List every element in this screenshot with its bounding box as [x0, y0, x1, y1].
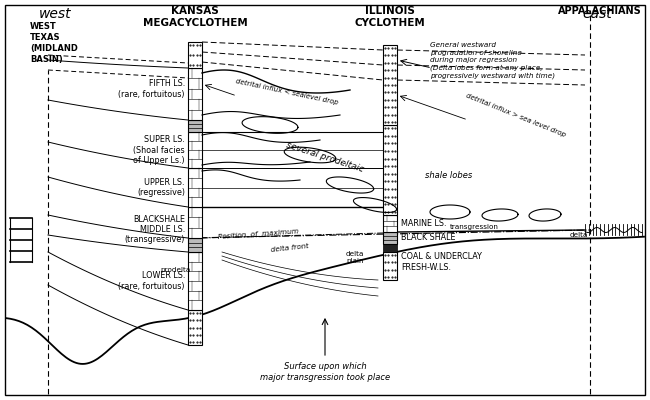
Text: delta: delta — [570, 232, 588, 238]
Bar — [383, 244, 397, 252]
Text: west: west — [39, 7, 72, 21]
Text: KANSAS
MEGACYCLOTHEM: KANSAS MEGACYCLOTHEM — [142, 6, 248, 28]
Text: several prodeltaic: several prodeltaic — [285, 140, 365, 174]
Text: prodelta: prodelta — [160, 267, 190, 273]
Text: transgression: transgression — [450, 224, 499, 230]
Text: BLACKSHALE
MIDDLE LS.
(transgressive): BLACKSHALE MIDDLE LS. (transgressive) — [125, 214, 185, 244]
Bar — [383, 232, 397, 244]
Bar — [188, 207, 202, 238]
Text: detrital influx > sea level drop: detrital influx > sea level drop — [465, 92, 567, 138]
Bar — [383, 125, 397, 215]
Bar — [188, 120, 202, 132]
Bar — [188, 68, 202, 120]
Text: SUPER LS.
(Shoal facies
of Upper Ls.): SUPER LS. (Shoal facies of Upper Ls.) — [133, 135, 185, 165]
Text: ILLINOIS
CYCLOTHEM: ILLINOIS CYCLOTHEM — [355, 6, 425, 28]
Bar — [383, 215, 397, 232]
Text: delta
plain: delta plain — [346, 250, 364, 264]
Bar — [383, 252, 397, 280]
Bar — [188, 42, 202, 68]
Text: APPALACHIANS: APPALACHIANS — [558, 6, 642, 16]
Bar — [188, 252, 202, 310]
Text: Surface upon which
major transgression took place: Surface upon which major transgression t… — [260, 362, 390, 382]
Text: east: east — [582, 7, 612, 21]
Text: General westward
progradation of shoreline
during major regression
(Delta lobes : General westward progradation of shoreli… — [430, 42, 555, 80]
Bar — [188, 238, 202, 252]
Text: UPPER LS.
(regressive): UPPER LS. (regressive) — [137, 178, 185, 197]
Text: detrital influx < sealevel drop: detrital influx < sealevel drop — [235, 78, 339, 106]
Bar — [188, 168, 202, 207]
Bar — [188, 310, 202, 345]
Text: COAL & UNDERCLAY
FRESH-W.LS.: COAL & UNDERCLAY FRESH-W.LS. — [401, 252, 482, 272]
Text: Position  of  maximum: Position of maximum — [218, 228, 299, 240]
Text: WEST
TEXAS
(MIDLAND
BASIN): WEST TEXAS (MIDLAND BASIN) — [30, 22, 78, 64]
Bar — [188, 132, 202, 168]
Text: MARINE LS.: MARINE LS. — [401, 219, 447, 228]
Text: LOWER LS.
(rare, fortuitous): LOWER LS. (rare, fortuitous) — [118, 271, 185, 291]
Text: shale lobes: shale lobes — [425, 170, 473, 180]
Text: BLACK SHALE: BLACK SHALE — [401, 234, 456, 242]
Text: FIFTH LS.
(rare, fortuitous): FIFTH LS. (rare, fortuitous) — [118, 79, 185, 99]
Text: delta front: delta front — [270, 243, 309, 253]
Bar — [383, 45, 397, 125]
